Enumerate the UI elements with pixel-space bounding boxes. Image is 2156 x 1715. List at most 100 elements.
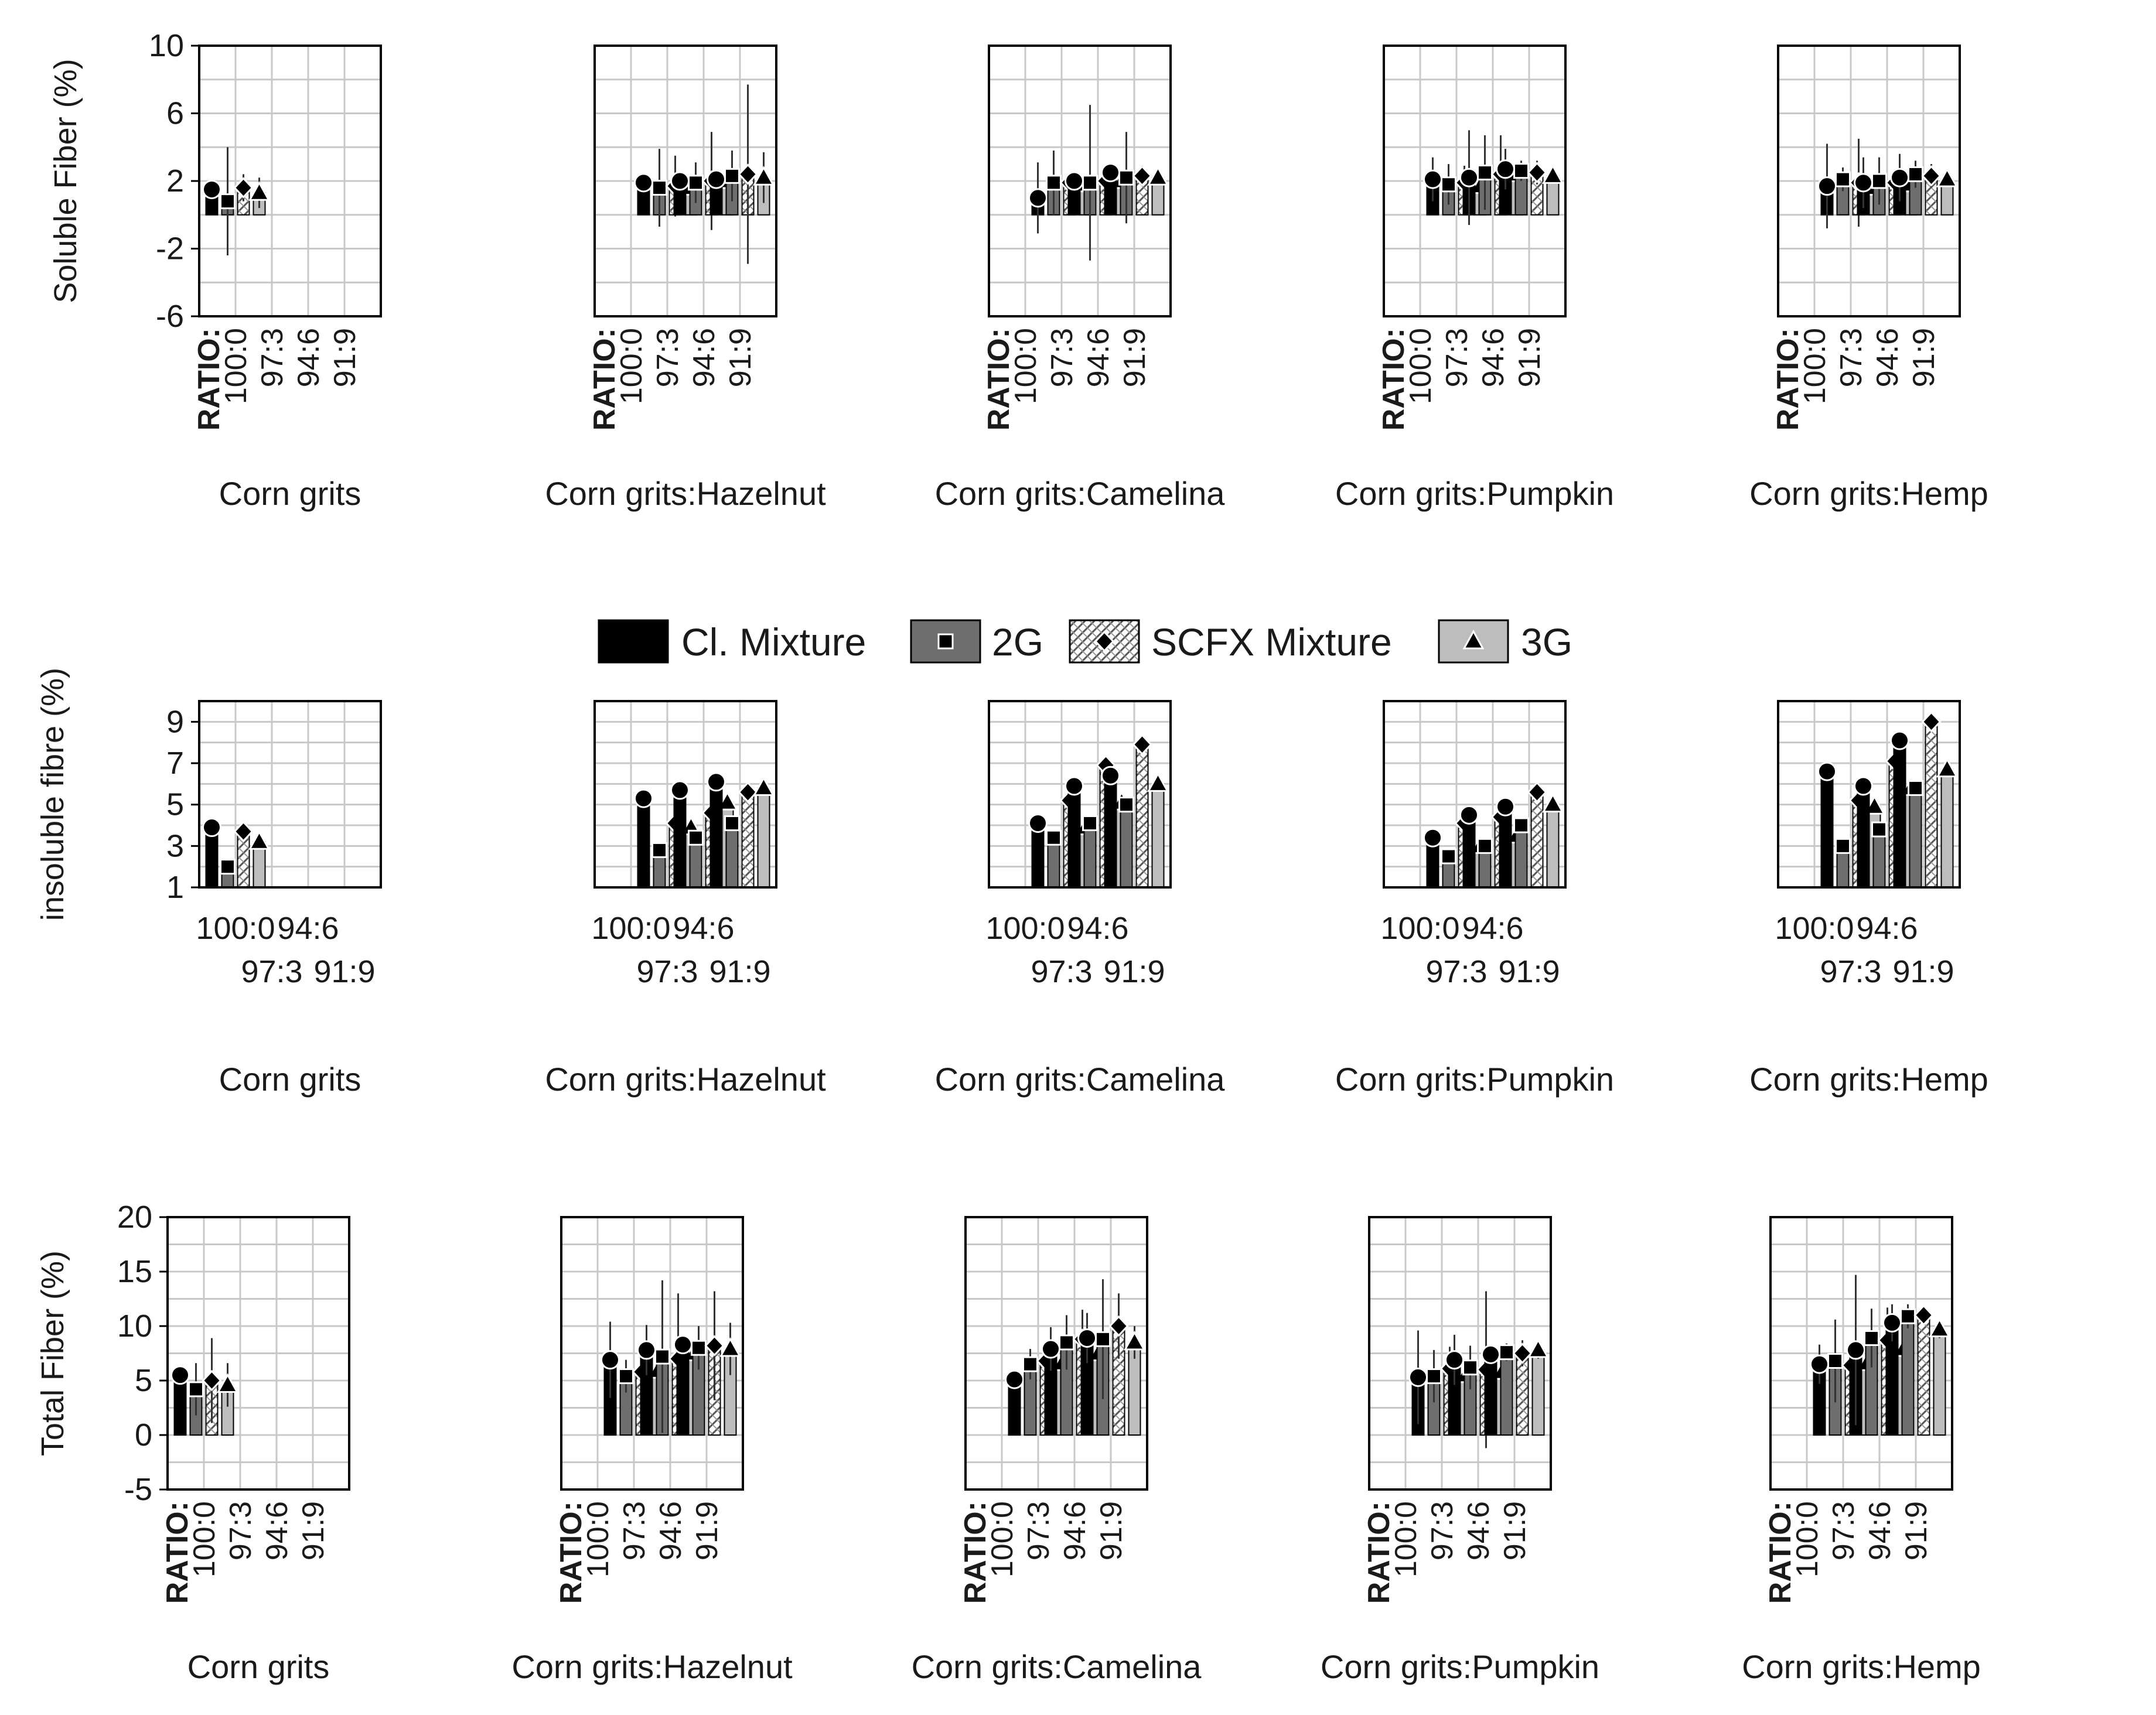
marker-triangle <box>719 1337 742 1357</box>
category-label: 91:9 <box>1094 1501 1128 1560</box>
marker-triangle <box>248 830 271 850</box>
panel-frame <box>988 45 1172 317</box>
marker-diamond <box>1913 1304 1934 1326</box>
marker-diamond <box>704 1335 725 1357</box>
marker-circle <box>1854 173 1873 193</box>
category-label: 94:6 <box>1462 911 1523 946</box>
marker-diamond <box>1512 1342 1533 1364</box>
marker-circle <box>601 1350 620 1370</box>
marker-circle <box>1028 188 1048 208</box>
marker-circle <box>1065 776 1084 796</box>
marker-circle <box>1041 1339 1060 1359</box>
marker-triangle <box>1928 1317 1951 1338</box>
panel-frame <box>560 1216 744 1491</box>
category-label: 91:9 <box>313 954 375 989</box>
legend-marker-triangle <box>1462 629 1485 650</box>
bar-diamond <box>1925 721 1938 889</box>
y-tick-label: 20 <box>117 1200 152 1235</box>
marker-square <box>651 180 667 196</box>
panel-title: Corn grits:Camelina <box>935 1061 1226 1098</box>
bar-circle <box>1820 771 1834 888</box>
marker-circle <box>1423 169 1442 189</box>
bar-circle <box>637 798 650 888</box>
category-label: 94:6 <box>654 1501 688 1560</box>
marker-square <box>1908 780 1923 796</box>
category-label: 94:6 <box>1082 328 1115 387</box>
y-tick-label: -6 <box>156 299 184 334</box>
panel-4: RATIO:100:0 97:3 94:6 91:9 Corn grits:Pumpki… <box>1335 45 1614 512</box>
marker-circle <box>1817 761 1837 781</box>
panel-4: RATIO:100:0 97:3 94:6 91:9 Corn grits:Pumpki… <box>1321 1216 1599 1685</box>
marker-diamond <box>233 177 254 199</box>
y-tick-label: 6 <box>166 96 184 131</box>
panel-frame <box>1368 1216 1552 1491</box>
marker-circle <box>670 171 690 191</box>
bar-circle <box>1499 806 1512 888</box>
bar-triangle <box>1940 768 1954 888</box>
ratio-word-label: RATIO: <box>554 1501 588 1604</box>
category-label: 94:6 <box>687 328 721 387</box>
marker-square <box>1426 1368 1442 1385</box>
category-label: 91:9 <box>1103 954 1165 989</box>
category-label: 91:9 <box>1118 328 1152 387</box>
category-label: 94:6 <box>1856 911 1918 946</box>
category-label: 100:0 <box>985 1501 1019 1577</box>
ratio-word-label: RATIO: <box>588 328 622 431</box>
category-label: 91:9 <box>709 954 770 989</box>
marker-circle <box>202 179 221 199</box>
marker-square <box>1499 1344 1514 1361</box>
marker-triangle <box>1936 757 1959 778</box>
marker-circle <box>637 1340 656 1360</box>
category-label: 97:3 <box>1031 954 1092 989</box>
marker-square <box>1900 1308 1916 1324</box>
marker-circle <box>1810 1354 1829 1374</box>
bar-triangle <box>1546 804 1560 888</box>
ratio-word-label: RATIO: <box>958 1501 992 1604</box>
marker-circle <box>707 772 726 792</box>
marker-square <box>1046 829 1062 846</box>
ratio-word-label: RATIO: <box>1377 328 1411 431</box>
category-label: 91:9 <box>1892 954 1954 989</box>
marker-triangle <box>1147 166 1169 186</box>
bar-diamond <box>1135 744 1149 888</box>
marker-square <box>688 829 704 846</box>
bar-square <box>1500 1351 1513 1436</box>
marker-triangle <box>1123 1330 1146 1351</box>
category-label: 94:6 <box>277 911 339 946</box>
panel-3: RATIO:100:0 97:3 94:6 91:9 Corn grits:Cameli… <box>935 45 1225 512</box>
panel-title: Corn grits:Hazelnut <box>545 1061 826 1098</box>
category-label: 97:3 <box>1425 954 1487 989</box>
category-label: 97:3 <box>224 1501 258 1560</box>
y-tick-label: 15 <box>117 1254 152 1289</box>
y-tick-label: 10 <box>117 1309 152 1344</box>
marker-triangle <box>1541 164 1564 184</box>
y-tick-label: -2 <box>156 231 184 267</box>
category-label: 97:3 <box>651 328 685 387</box>
marker-circle <box>634 788 653 808</box>
category-label: 94:6 <box>1058 1501 1092 1560</box>
bar-square <box>1909 787 1922 889</box>
marker-square <box>724 815 740 831</box>
marker-circle <box>1882 1313 1902 1333</box>
marker-circle <box>1101 766 1120 785</box>
panel-frame <box>593 45 777 317</box>
bar-square <box>1514 825 1528 888</box>
legend-label: Cl. Mixture <box>681 620 866 664</box>
marker-triangle <box>752 166 775 186</box>
bar-square <box>1120 804 1133 888</box>
marker-diamond <box>1132 165 1152 187</box>
category-label: 94:6 <box>673 911 734 946</box>
marker-square <box>1095 1331 1111 1347</box>
panel-title: Corn grits <box>219 1061 361 1098</box>
marker-square <box>1477 838 1493 854</box>
marker-triangle <box>1541 792 1564 813</box>
marker-circle <box>1481 1344 1500 1364</box>
category-label: 97:3 <box>255 328 289 387</box>
category-label: 91:9 <box>1498 1501 1532 1560</box>
legend-swatch <box>598 619 669 664</box>
bar-circle <box>1857 785 1870 889</box>
marker-square <box>1864 1330 1879 1346</box>
marker-square <box>1082 175 1098 191</box>
category-label: 97:3 <box>1834 328 1868 387</box>
